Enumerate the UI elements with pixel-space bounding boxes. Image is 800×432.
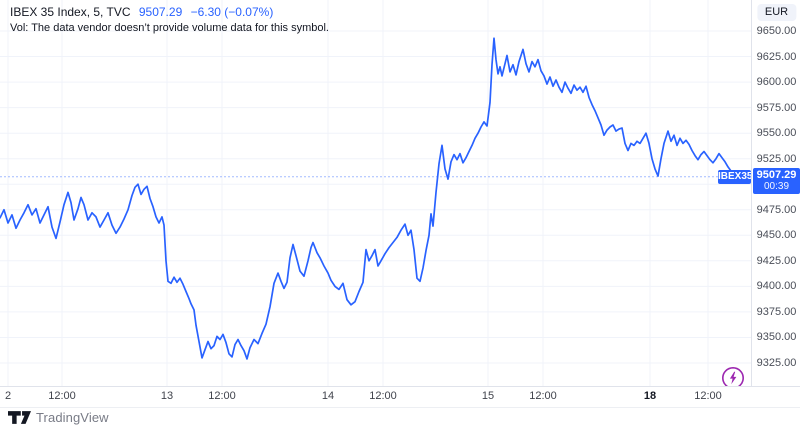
tradingview-attribution[interactable]: TradingView [8, 410, 109, 425]
time-axis-label: 12:00 [369, 390, 397, 402]
symbol-title[interactable]: IBEX 35 Index, 5, TVC [10, 5, 131, 19]
lightning-bolt-icon [722, 367, 744, 386]
price-axis-label: 9575.00 [756, 102, 797, 114]
price-axis-label: 9525.00 [756, 153, 797, 165]
price-axis-label: 9450.00 [756, 229, 797, 241]
time-axis-label: 14 [321, 390, 335, 402]
time-axis-label: 12:00 [694, 390, 722, 402]
time-axis-label: 12:00 [48, 390, 76, 402]
current-price-badge: 9507.29 00:39 [753, 168, 800, 194]
price-badge-symbol-chip: IBEX35 [718, 170, 751, 184]
price-series-line [0, 37, 741, 360]
time-axis-label: 15 [481, 390, 495, 402]
price-axis-label: 9400.00 [756, 280, 797, 292]
time-axis-label: 12:00 [208, 390, 236, 402]
price-line-chart [0, 0, 751, 386]
time-axis-label: 2 [4, 390, 12, 402]
current-price-value: 9507.29 [756, 169, 797, 181]
price-axis-label: 9425.00 [756, 255, 797, 267]
price-axis-label: 9350.00 [756, 331, 797, 343]
time-axis-label: 18 [643, 390, 657, 402]
currency-badge[interactable]: EUR [756, 4, 797, 21]
price-axis-label: 9550.00 [756, 127, 797, 139]
price-axis-label: 9325.00 [756, 357, 797, 369]
price-axis[interactable]: EUR 9650.00 9625.00 9600.00 9575.00 9550.00 9… [751, 0, 800, 386]
price-axis-label: 9650.00 [756, 25, 797, 37]
chart-plot-area[interactable]: IBEX 35 Index, 5, TVC 9507.29 −6.30 (−0.… [0, 0, 751, 386]
price-axis-label: 9625.00 [756, 51, 797, 63]
time-axis[interactable]: 2 12:00 13 12:00 14 12:00 15 12:00 18 12:00 [0, 386, 800, 408]
tradingview-logo-icon [8, 411, 31, 424]
time-axis-label: 13 [160, 390, 174, 402]
time-axis-label: 12:00 [529, 390, 557, 402]
bar-countdown: 00:39 [763, 181, 790, 192]
price-axis-label: 9600.00 [756, 76, 797, 88]
price-axis-label: 9375.00 [756, 306, 797, 318]
tradingview-logo-text: TradingView [36, 410, 109, 425]
flash-button[interactable] [721, 366, 745, 386]
price-axis-label: 9475.00 [756, 204, 797, 216]
